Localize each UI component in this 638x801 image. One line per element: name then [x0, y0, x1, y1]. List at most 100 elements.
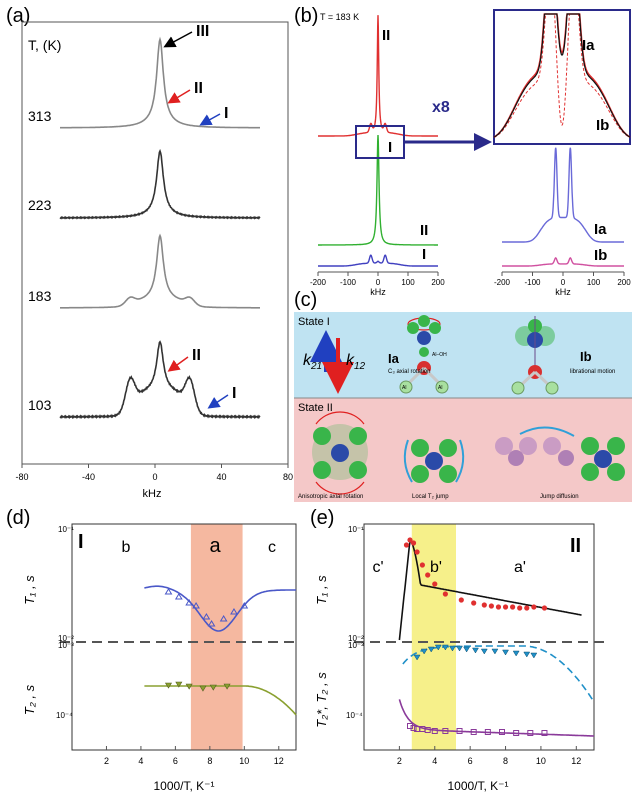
spectrum-b-Ib: [502, 257, 624, 267]
e-ylabel-top: T₁ , s: [314, 575, 329, 605]
x-tick-label: 100: [587, 278, 601, 287]
jump-arrow: [455, 439, 465, 483]
t2-point: [199, 685, 207, 692]
t1-point: [458, 597, 464, 603]
spectrum-103: [59, 340, 261, 420]
x-tick-label: 2: [104, 756, 109, 766]
panel-b-left-xlabel: kHz: [370, 287, 386, 297]
t2-point: [441, 644, 449, 651]
region-c-prime: c': [372, 559, 383, 576]
label-b-Ia: Ia: [594, 221, 607, 238]
t2-point: [449, 645, 456, 652]
state-II-label: State II: [298, 402, 333, 414]
atom-B-ghost: [508, 450, 524, 466]
atom-ghost: [519, 437, 537, 455]
temp-103: 103: [28, 397, 52, 413]
arrow-I-blue: [199, 113, 221, 126]
region-a-band: [190, 524, 243, 750]
t2star-point: [513, 730, 520, 736]
t2-point: [209, 684, 217, 691]
t1-point: [541, 605, 548, 611]
panel-b-temp: T = 183 K: [320, 12, 359, 22]
t1-point: [425, 572, 431, 578]
region-a-prime: a': [514, 559, 526, 576]
zoom-red-dashed: [493, 13, 631, 138]
spectrum-b-II: [318, 134, 438, 246]
t1-point: [481, 602, 487, 608]
d-ylabel-top: T₁ , s: [22, 575, 37, 605]
t1-point: [230, 608, 238, 615]
region-b-band: [411, 524, 456, 750]
spectrum-b-I: [318, 254, 438, 267]
molecule-Ib: [511, 316, 559, 395]
x-tick-label: 6: [468, 756, 473, 766]
e-ytick-3: 10⁻³: [348, 641, 364, 650]
t1-point: [192, 602, 200, 609]
atom-ghost: [543, 437, 561, 455]
t1-point: [419, 562, 425, 568]
t1-point: [414, 549, 420, 555]
t2-point: [491, 648, 499, 655]
panel-c: (c) State I State II k21 k12 Al Al Al–OH…: [294, 289, 632, 502]
atom-H: [418, 315, 430, 327]
region-b: b: [122, 539, 131, 556]
t2star-point: [456, 728, 463, 734]
zoom-label: x8: [432, 99, 450, 116]
diffusion-arrow: [519, 426, 575, 437]
panel-b-label: (b): [294, 5, 318, 27]
atom-B: [417, 331, 431, 345]
e-ylabel-bot: T₂*, T₂ , s: [314, 672, 329, 728]
e-xlabel: 1000/T, K⁻¹: [447, 779, 508, 793]
zoom-red: [493, 13, 631, 138]
t2-point: [175, 681, 183, 688]
x-tick-label: -200: [494, 278, 511, 287]
t1-point: [407, 537, 413, 543]
panel-d-points: [164, 588, 249, 692]
t2-point: [512, 650, 520, 657]
al-label: Al: [402, 385, 406, 391]
panel-d-x-axis: 2 4 6 8 10 12: [104, 746, 284, 766]
t1-point: [471, 600, 477, 606]
Ia-label: Ia: [388, 351, 400, 366]
zoom-black: [493, 13, 631, 138]
atom-H: [313, 461, 331, 479]
arrow-I-blue-103: [207, 394, 229, 409]
zoom-label-Ib: Ib: [596, 117, 609, 134]
x-tick-label: -100: [524, 278, 541, 287]
marker-II: II: [194, 80, 203, 97]
t2star-point: [431, 728, 438, 734]
caption-local-jump: Local T₂ jump: [412, 494, 449, 500]
panel-d-roman: I: [78, 531, 84, 553]
marker-I: I: [224, 105, 228, 122]
atom-B-ghost: [558, 450, 574, 466]
x-tick-label: -80: [15, 472, 28, 482]
t1-point: [185, 599, 194, 606]
x-tick-label: 8: [207, 756, 212, 766]
atom-H: [349, 427, 367, 445]
temp-313: 313: [28, 108, 52, 124]
t1-point: [410, 540, 417, 546]
caption-anisotropic: Anisotropic axial rotation: [298, 494, 363, 500]
t2star-point: [499, 729, 505, 735]
t1-point: [219, 615, 228, 622]
x-tick-label: 4: [432, 756, 437, 766]
t1-point: [403, 542, 410, 548]
t2-point: [530, 652, 538, 659]
zoom-inset: [493, 9, 631, 145]
molecule-Ia: Al Al Al–OH: [399, 315, 449, 394]
panel-b-right-xlabel: kHz: [555, 287, 571, 297]
atom-B: [331, 444, 349, 462]
d-xlabel: 1000/T, K⁻¹: [153, 779, 214, 793]
panel-d: (d) I b a c 10⁻¹ 10⁻² 10⁻³ 10⁻⁴ T₁ , s T…: [6, 507, 300, 793]
temp-header: T, (K): [28, 37, 61, 53]
x-tick-label: 80: [283, 472, 293, 482]
atom-H: [411, 439, 429, 457]
panel-e-x-axis: 2 4 6 8 10 12: [397, 746, 581, 766]
oh-label: Al–OH: [432, 352, 447, 358]
atom-H: [439, 439, 457, 457]
region-a: a: [209, 535, 221, 557]
panel-a-x-axis: -80 -40 0 40 80: [15, 463, 293, 482]
x-tick-label: 6: [173, 756, 178, 766]
panel-b: (b) T = 183 K x8 II I II I -200 -100 0 100 2…: [294, 5, 631, 297]
d-ytick-2: 10⁻²: [58, 634, 74, 643]
